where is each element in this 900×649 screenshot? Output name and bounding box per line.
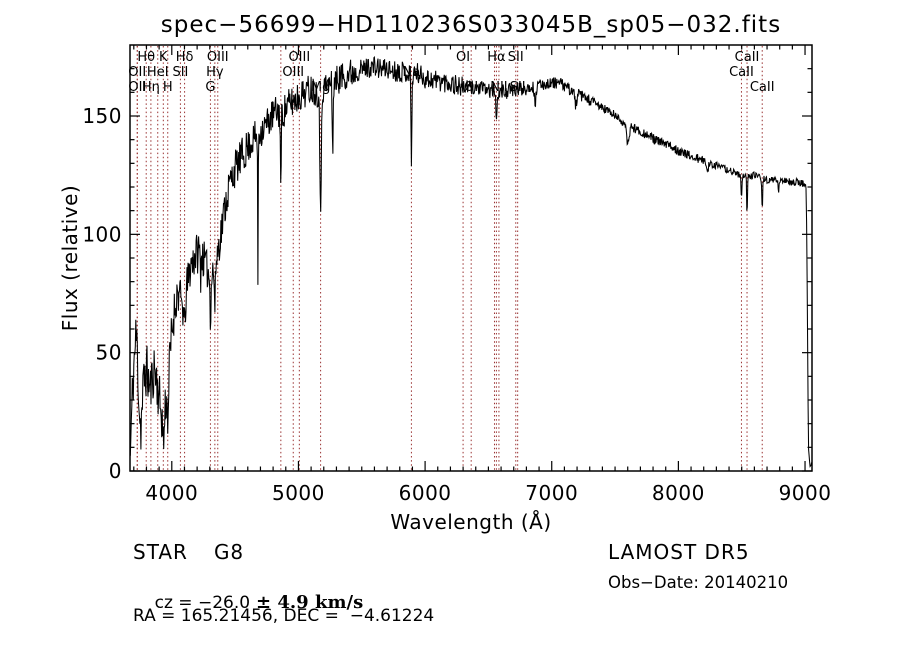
y-tick-label: 50 (96, 341, 122, 365)
spectral-line-label: CaII (735, 50, 760, 65)
x-tick-label: 6000 (399, 481, 452, 505)
x-tick-label: 8000 (652, 481, 705, 505)
object-subclass: G8 (213, 540, 245, 564)
object-class: STAR (133, 540, 188, 564)
x-tick-label: 4000 (145, 481, 198, 505)
x-axis-label: Wavelength (Å) (390, 510, 552, 534)
y-tick-label: 150 (82, 104, 122, 128)
radial-velocity-line: cz = −26.0 ± 4.9 km/s (133, 572, 364, 633)
y-tick-label: 0 (109, 459, 122, 483)
spectral-line-label: Hθ (137, 50, 155, 65)
plot-title: spec−56699−HD110236S033045B_sp05−032.fit… (160, 12, 782, 38)
spectral-line-label: OIII (288, 50, 310, 65)
spectral-line-label: OII (128, 65, 146, 80)
spectral-line-label: Hγ (206, 65, 224, 80)
spectral-line-label: K (159, 50, 168, 65)
spectral-line-label: Hη (142, 80, 160, 95)
spectral-line-label: OII (128, 80, 146, 95)
x-tick-label: 9000 (779, 481, 832, 505)
observation-date: Obs−Date: 20140210 (608, 573, 789, 592)
spectral-line-label: H (163, 80, 173, 95)
object-class-line: STAR G8 (133, 540, 244, 564)
spectral-line-label: OIII (282, 65, 304, 80)
cz-error: ± 4.9 km/s (256, 592, 364, 613)
y-tick-labels: 0 50 100 150 (82, 104, 122, 483)
spectral-line-label: SII (508, 50, 524, 65)
x-tick-labels: 4000 5000 6000 7000 8000 9000 (145, 481, 831, 505)
y-tick-label: 100 (82, 222, 122, 246)
spectrum-curve (129, 56, 813, 468)
spectral-line-label: G (205, 80, 215, 95)
y-axis-label: Flux (relative) (58, 184, 82, 332)
spectral-line-label: HeI (147, 65, 169, 80)
spectral-line-label: OIII (207, 50, 229, 65)
spectral-line-label: Hα (487, 50, 505, 65)
spectral-line-markers (136, 46, 763, 470)
x-tick-label: 7000 (525, 481, 578, 505)
spectral-line-label: Hδ (176, 50, 194, 65)
spectral-line-label: CaII (750, 80, 775, 95)
x-tick-label: 5000 (272, 481, 325, 505)
cz-value: cz = −26.0 (154, 593, 251, 613)
x-ticks (133, 45, 806, 471)
spectral-line-label: OI (456, 50, 470, 65)
coordinates-line: RA = 165.21456, DEC = −4.61224 (133, 606, 435, 626)
spectral-line-label: SII (172, 65, 188, 80)
survey-name: LAMOST DR5 (608, 540, 750, 564)
spectral-line-label: CaII (729, 65, 754, 80)
y-ticks (130, 68, 812, 472)
